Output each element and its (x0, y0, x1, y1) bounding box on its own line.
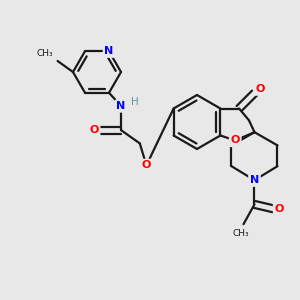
Text: O: O (274, 204, 284, 214)
Text: H: H (131, 97, 139, 107)
Text: N: N (250, 175, 259, 185)
Text: O: O (256, 84, 265, 94)
Text: N: N (104, 46, 114, 56)
Text: N: N (116, 101, 126, 111)
Text: CH₃: CH₃ (232, 229, 249, 238)
Text: CH₃: CH₃ (37, 49, 54, 58)
Text: O: O (142, 160, 151, 170)
Text: O: O (230, 135, 240, 146)
Text: O: O (89, 125, 99, 135)
